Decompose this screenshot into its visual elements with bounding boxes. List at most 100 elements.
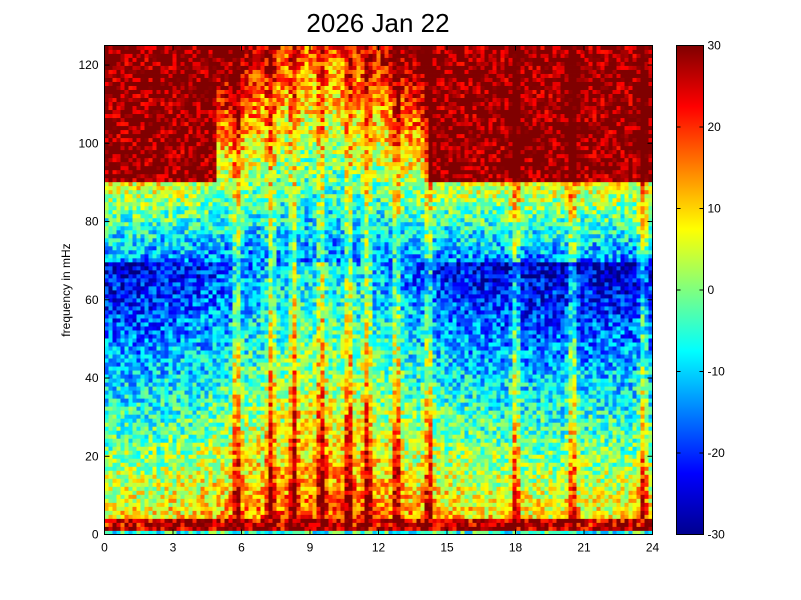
- heatmap-cell: [176, 494, 181, 499]
- heatmap-cell: [156, 85, 161, 90]
- heatmap-cell: [188, 438, 193, 443]
- heatmap-cell: [204, 169, 209, 175]
- heatmap-cell: [168, 402, 173, 407]
- heatmap-cell: [140, 93, 145, 99]
- heatmap-cell: [264, 450, 269, 455]
- heatmap-cell: [124, 281, 129, 287]
- heatmap-cell: [116, 273, 121, 279]
- heatmap-cell: [132, 133, 137, 139]
- heatmap-cell: [176, 217, 181, 223]
- heatmap-cell: [112, 257, 117, 263]
- heatmap-cell: [192, 526, 197, 531]
- heatmap-cell: [164, 466, 169, 471]
- heatmap-cell: [120, 265, 125, 271]
- heatmap-cell: [144, 410, 149, 415]
- heatmap-cell: [116, 281, 121, 287]
- heatmap-cell: [256, 161, 261, 167]
- heatmap-cell: [244, 177, 249, 183]
- heatmap-cell: [216, 350, 221, 355]
- heatmap-cell: [264, 458, 269, 463]
- heatmap-cell: [180, 81, 185, 86]
- heatmap-cell: [172, 177, 177, 183]
- heatmap-cell: [128, 494, 133, 499]
- heatmap-cell: [144, 490, 149, 495]
- heatmap-cell: [216, 213, 221, 219]
- heatmap-cell: [184, 406, 189, 411]
- heatmap-cell: [108, 382, 113, 387]
- heatmap-cell: [252, 350, 257, 355]
- heatmap-cell: [136, 257, 141, 263]
- heatmap-cell: [180, 181, 185, 187]
- heatmap-cell: [184, 382, 189, 387]
- heatmap-cell: [152, 161, 157, 167]
- heatmap-cell: [160, 177, 165, 183]
- heatmap-cell: [120, 394, 125, 399]
- heatmap-cell: [212, 382, 217, 387]
- heatmap-cell: [248, 446, 253, 451]
- heatmap-cell: [108, 173, 113, 179]
- heatmap-cell: [136, 209, 141, 215]
- heatmap-cell: [232, 193, 237, 199]
- heatmap-cell: [204, 386, 209, 391]
- heatmap-cell: [136, 290, 141, 295]
- heatmap-cell: [200, 109, 205, 115]
- heatmap-cell: [168, 474, 173, 479]
- heatmap-cell: [248, 334, 253, 339]
- heatmap-cell: [236, 426, 241, 431]
- heatmap-cell: [204, 269, 209, 275]
- heatmap-cell: [172, 358, 177, 363]
- heatmap-cell: [180, 334, 185, 339]
- heatmap-cell: [136, 514, 141, 519]
- heatmap-cell: [188, 201, 193, 207]
- heatmap-cell: [132, 330, 137, 335]
- heatmap-cell: [192, 338, 197, 343]
- heatmap-cell: [132, 205, 137, 211]
- heatmap-cell: [236, 201, 241, 207]
- heatmap-cell: [256, 366, 261, 371]
- heatmap-cell: [144, 105, 149, 111]
- heatmap-cell: [140, 157, 145, 163]
- heatmap-cell: [116, 310, 121, 315]
- heatmap-cell: [256, 49, 261, 54]
- heatmap-cell: [208, 414, 213, 419]
- heatmap-cell: [260, 382, 265, 387]
- heatmap-cell: [184, 113, 189, 119]
- heatmap-cell: [156, 61, 161, 66]
- heatmap-cell: [236, 506, 241, 511]
- heatmap-cell: [220, 294, 225, 299]
- heatmap-cell: [220, 53, 225, 58]
- heatmap-cell: [180, 201, 185, 207]
- heatmap-cell: [228, 109, 233, 115]
- heatmap-cell: [116, 269, 121, 275]
- heatmap-cell: [176, 378, 181, 383]
- heatmap-cell: [212, 217, 217, 223]
- heatmap-cell: [224, 205, 229, 211]
- heatmap-cell: [248, 237, 253, 243]
- heatmap-cell: [184, 438, 189, 443]
- heatmap-cell: [116, 257, 121, 263]
- heatmap-cell: [236, 410, 241, 415]
- heatmap-cell: [148, 410, 153, 415]
- heatmap-cell: [212, 149, 217, 155]
- heatmap-cell: [260, 129, 265, 135]
- heatmap-cell: [120, 161, 125, 167]
- heatmap-cell: [192, 426, 197, 431]
- heatmap-cell: [256, 438, 261, 443]
- heatmap-cell: [104, 261, 109, 267]
- heatmap-cell: [196, 398, 201, 403]
- heatmap-cell: [264, 197, 269, 203]
- heatmap-cell: [120, 45, 125, 50]
- heatmap-cell: [264, 418, 269, 423]
- heatmap-cell: [228, 394, 233, 399]
- heatmap-cell: [152, 157, 157, 163]
- heatmap-cell: [152, 318, 157, 323]
- heatmap-cell: [180, 217, 185, 223]
- heatmap-cell: [136, 454, 141, 459]
- heatmap-cell: [188, 422, 193, 427]
- heatmap-cell: [252, 121, 257, 127]
- heatmap-cell: [236, 285, 241, 291]
- heatmap-cell: [172, 141, 177, 147]
- heatmap-cell: [248, 426, 253, 431]
- heatmap-cell: [176, 398, 181, 403]
- heatmap-cell: [264, 185, 269, 191]
